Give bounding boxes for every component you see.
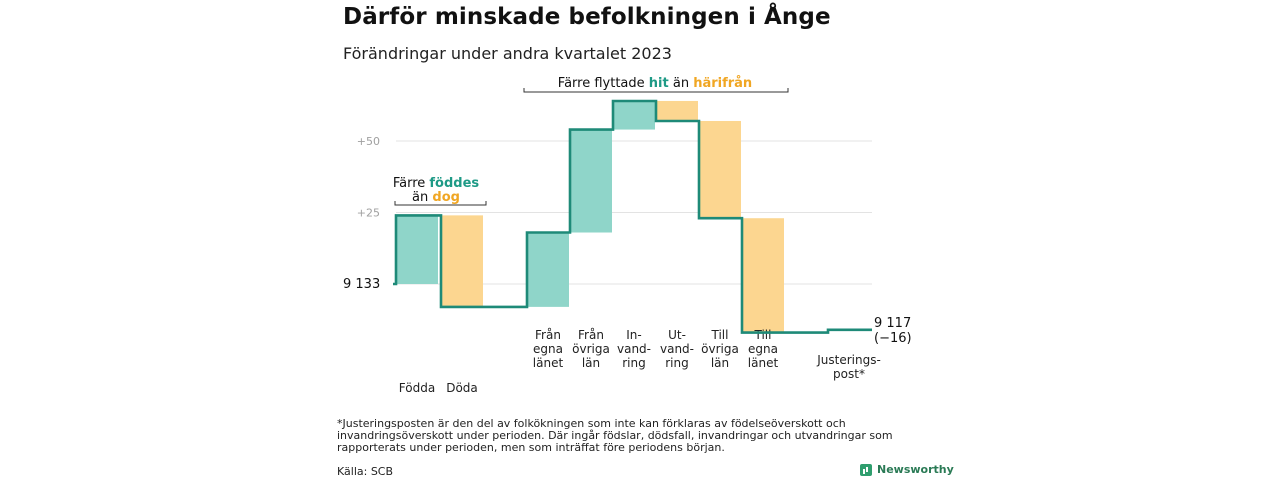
bar-7 [742,218,784,333]
newsworthy-icon [860,463,872,476]
bar-5 [656,100,698,121]
category-label-5: Ut-vand-ring [660,328,694,370]
category-label-0: Födda [399,381,435,395]
bar-0 [396,215,438,284]
bar-6 [699,120,741,219]
annotation-birth-line-1: Färre föddes [393,176,480,191]
annotation-migration-line: Färre flyttade hit än härifrån [558,76,752,91]
bar-4 [613,100,655,130]
chart-title: Därför minskade befolkningen i Ånge [343,4,831,30]
category-label-6: Till övriga län [701,328,739,370]
y-tick-label-0: +25 [357,207,380,220]
brand-name: Newsworthy [877,463,954,476]
annotation-birth-bracket [394,201,487,206]
bar-3 [570,129,612,233]
annotation-birth-line-2: än dog [412,190,460,205]
category-label-2: Från egna länet [533,328,564,370]
waterfall-line [393,99,872,334]
start-value-label: 9 133 [343,277,380,292]
chart-subtitle: Förändringar under andra kvartalet 2023 [343,44,672,63]
category-label-8: Justerings-post* [816,353,881,381]
category-label-1: Döda [446,381,478,395]
change-value-label: (−16) [874,331,912,346]
category-label-4: In-vand-ring [617,328,651,370]
brand-logo: Newsworthy [860,463,954,476]
category-label-3: Från övriga län [572,328,610,370]
end-value-label: 9 117 [874,316,911,331]
source-label: Källa: SCB [337,465,394,478]
y-tick-label-1: +50 [357,135,380,148]
category-label-7: Till egna länet [748,328,779,370]
footnote: *Justeringsposten är den del av folkökni… [337,417,893,454]
bar-1 [441,215,483,307]
bar-2 [527,232,569,307]
waterfall-chart: +25 +50 Födda Döda Från egna länet Från övriga lä… [343,76,912,395]
annotation-migration-bracket [523,88,789,93]
